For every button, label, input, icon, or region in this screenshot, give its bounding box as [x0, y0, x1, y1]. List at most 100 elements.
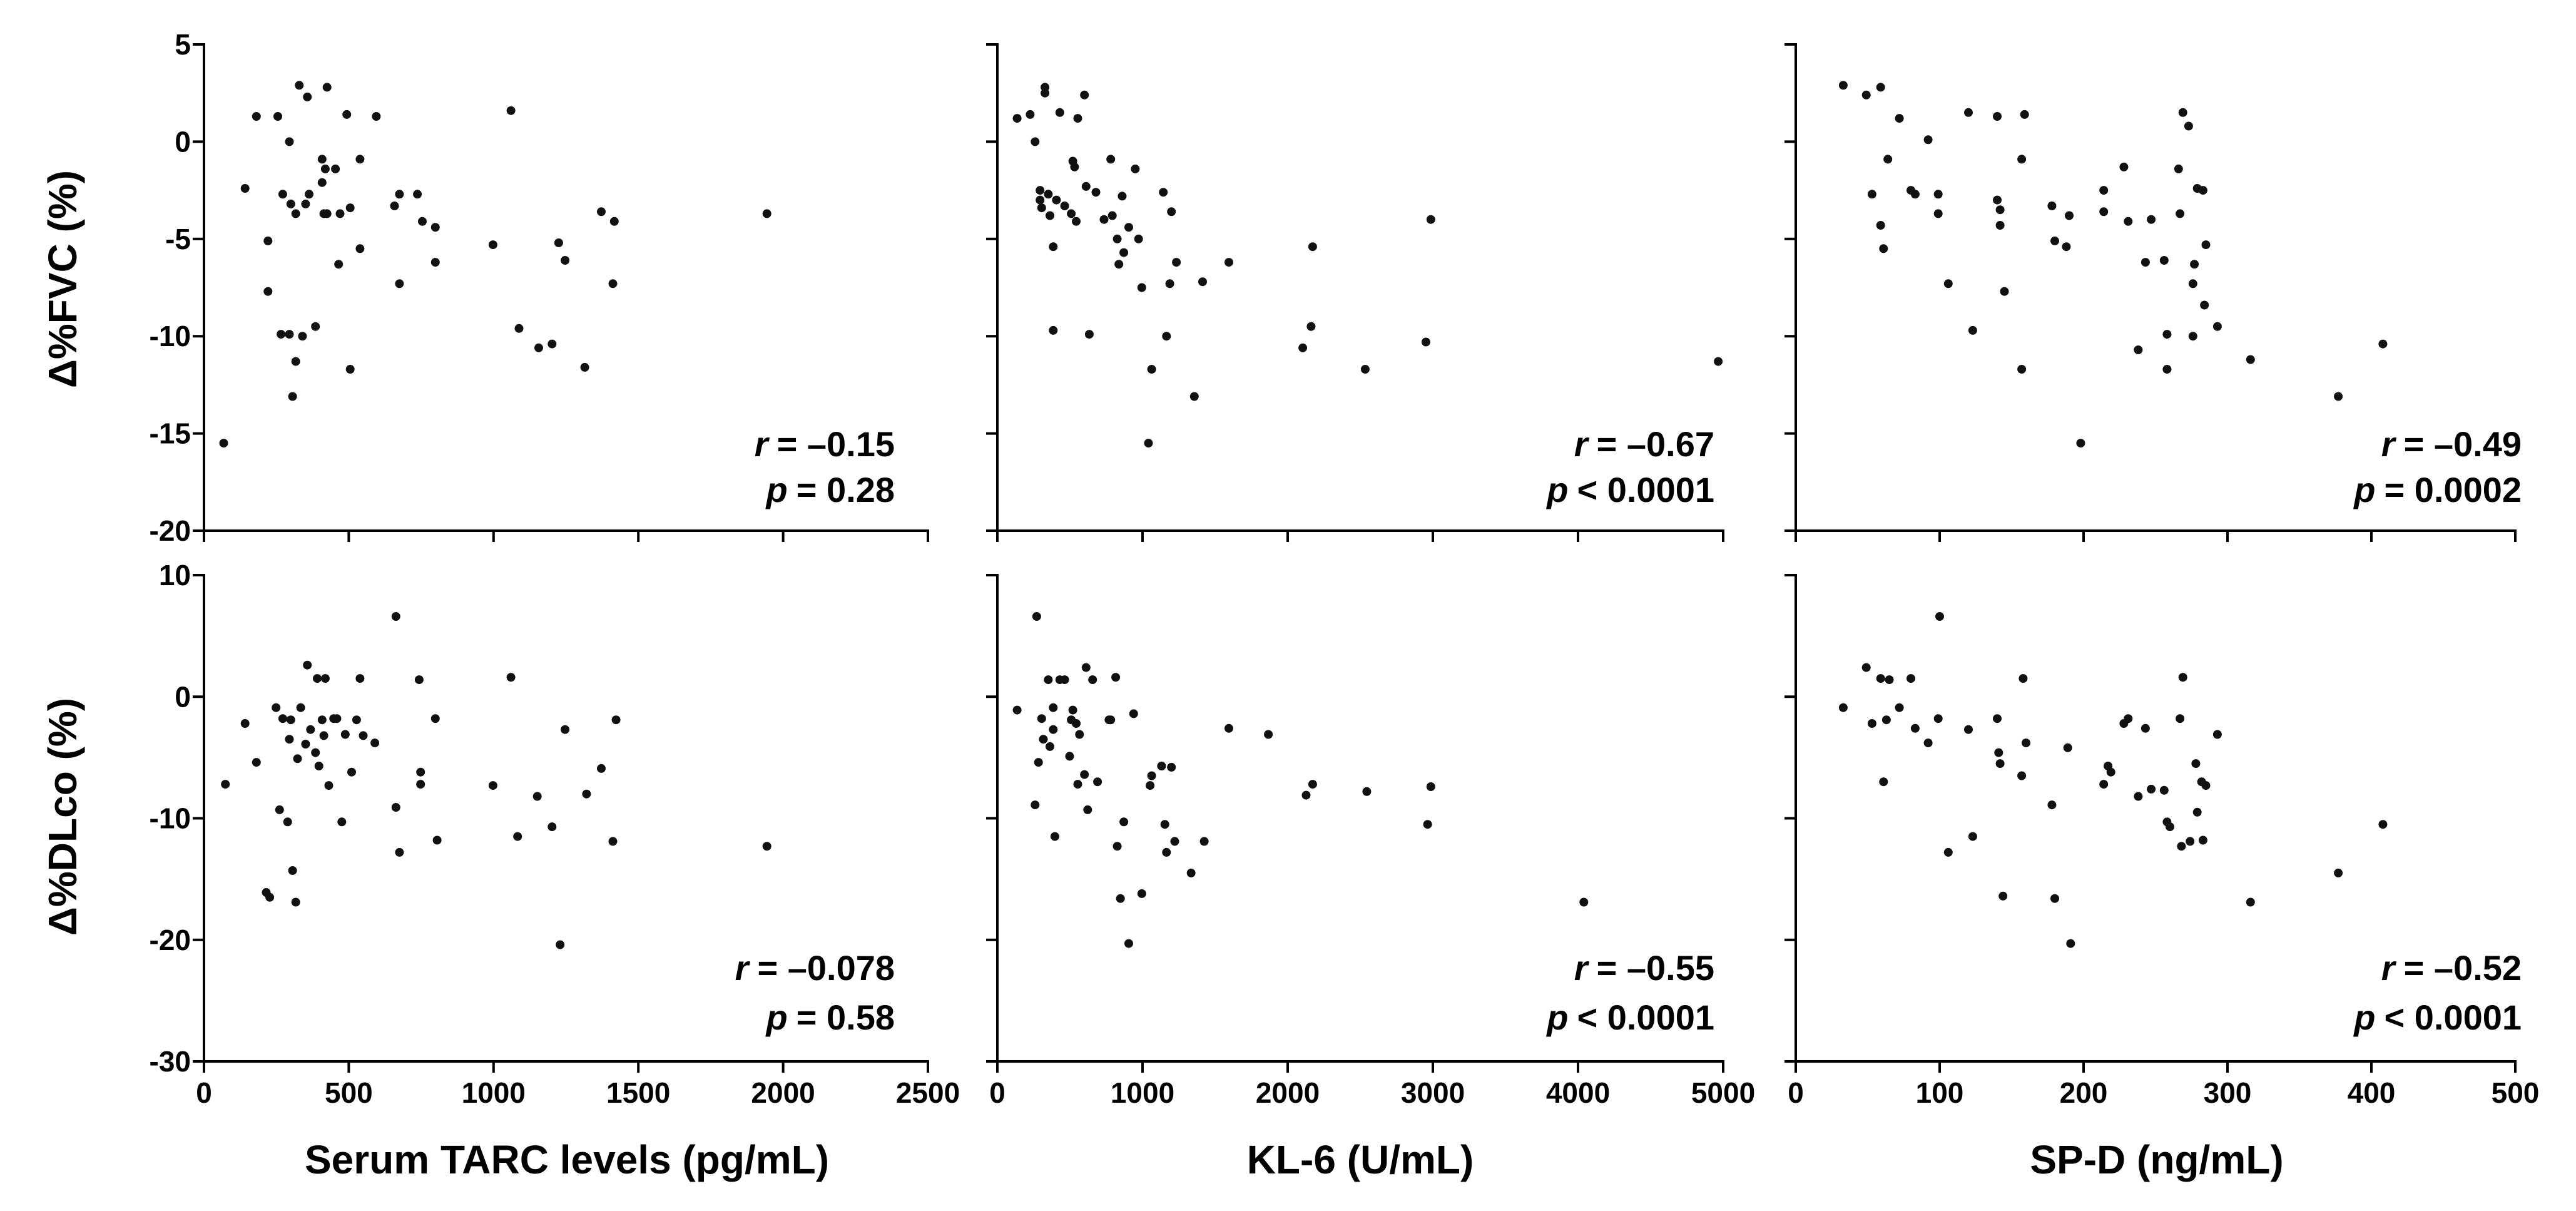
data-point: [1186, 868, 1196, 877]
data-point: [1198, 277, 1207, 287]
stat-symbol: r: [2381, 424, 2397, 464]
data-point: [390, 202, 399, 210]
data-point: [1049, 325, 1058, 335]
data-point: [2176, 714, 2185, 723]
y-tick-label: 10: [159, 559, 191, 591]
data-point: [1049, 725, 1058, 734]
data-point: [2174, 164, 2183, 173]
data-point: [2198, 835, 2207, 845]
scatter-panel-2: r = –0.67p < 0.0001: [986, 43, 1724, 542]
data-point: [1117, 192, 1127, 201]
stat-symbol: r: [735, 948, 751, 988]
stat-value: < 0.0001: [2384, 998, 2522, 1037]
data-point: [1968, 325, 1977, 335]
data-point: [2124, 714, 2133, 723]
data-point: [1124, 223, 1133, 232]
data-point: [2099, 780, 2109, 789]
data-point: [334, 260, 344, 269]
y-tick-label: 0: [175, 125, 191, 158]
data-point: [265, 892, 275, 902]
data-point: [219, 439, 228, 448]
y-axis-title-dlco: Δ%DLco (%): [40, 698, 85, 936]
data-point: [355, 674, 365, 683]
data-point: [1065, 752, 1074, 761]
scatter-panel-1: -20 -15 -10 -5 0 5 r = –0.15 p = 0.28: [150, 28, 929, 547]
data-point: [762, 209, 771, 218]
data-point: [1910, 190, 1920, 199]
x-tick-label: 3000: [1401, 1076, 1465, 1109]
stat-value: = –0.67: [1597, 424, 1714, 464]
data-point: [2134, 345, 2143, 354]
data-point: [337, 817, 347, 827]
data-point: [372, 112, 381, 121]
data-point: [1933, 190, 1943, 199]
data-point: [283, 817, 292, 827]
data-point: [2124, 217, 2133, 226]
data-point: [1052, 195, 1061, 205]
data-point: [291, 897, 300, 907]
data-point: [1114, 260, 1124, 269]
data-point: [1012, 705, 1022, 715]
data-point: [311, 322, 320, 331]
data-point: [263, 287, 273, 296]
data-point: [1162, 847, 1171, 857]
data-point: [2099, 207, 2109, 217]
data-point: [296, 703, 305, 712]
p-value-label: p < 0.0001: [1545, 470, 1714, 509]
x-tick-label: 100: [1916, 1076, 1964, 1109]
stat-value: = 0.58: [797, 998, 895, 1037]
data-point: [291, 357, 300, 366]
stat-value: = –0.49: [2404, 424, 2522, 464]
data-point: [1146, 781, 1155, 790]
x-axis-title-spd: SP-D (ng/mL): [2030, 1137, 2283, 1182]
data-point: [335, 209, 345, 218]
data-point: [1039, 735, 1048, 744]
data-point: [2186, 837, 2195, 846]
scatter-points: [1838, 612, 2388, 948]
data-point: [1933, 714, 1943, 723]
data-point: [1943, 847, 1953, 857]
data-point: [1867, 190, 1876, 199]
data-point: [1080, 770, 1089, 779]
data-point: [1159, 188, 1168, 197]
data-point: [345, 365, 355, 374]
data-point: [608, 837, 618, 846]
data-point: [556, 940, 565, 949]
y-tick-label: -10: [150, 802, 191, 835]
data-point: [286, 199, 295, 208]
data-point: [1099, 215, 1109, 224]
x-tick-label: 5000: [1691, 1076, 1755, 1109]
data-point: [2047, 800, 2057, 810]
scatter-panel-3: r = –0.49p = 0.0002: [1784, 43, 2522, 542]
data-point: [2020, 110, 2029, 119]
data-point: [2246, 897, 2255, 907]
data-point: [1993, 195, 2002, 205]
stat-value: = 0.28: [797, 470, 895, 509]
stat-value: < 0.0001: [1577, 998, 1714, 1037]
data-point: [1995, 221, 2005, 230]
data-point: [1308, 780, 1317, 789]
data-point: [1129, 709, 1138, 718]
data-point: [561, 725, 570, 734]
data-point: [285, 330, 294, 339]
data-point: [2166, 822, 2174, 832]
data-point: [1119, 248, 1129, 257]
correlation-label: r = –0.15: [755, 424, 895, 464]
data-point: [514, 324, 524, 333]
data-point: [2177, 842, 2186, 851]
scatter-points: [219, 81, 771, 448]
data-point: [1360, 365, 1370, 374]
data-point: [2063, 743, 2072, 752]
data-point: [395, 190, 404, 199]
stat-symbol: p: [1545, 998, 1568, 1037]
data-point: [303, 92, 312, 101]
data-point: [313, 674, 322, 683]
data-point: [1306, 322, 1316, 331]
x-tick-label: 2000: [1256, 1076, 1320, 1109]
data-point: [1714, 357, 1723, 366]
data-point: [2147, 784, 2156, 794]
data-point: [2066, 939, 2075, 948]
data-point: [488, 781, 497, 790]
y-tick-label: -20: [150, 514, 191, 547]
